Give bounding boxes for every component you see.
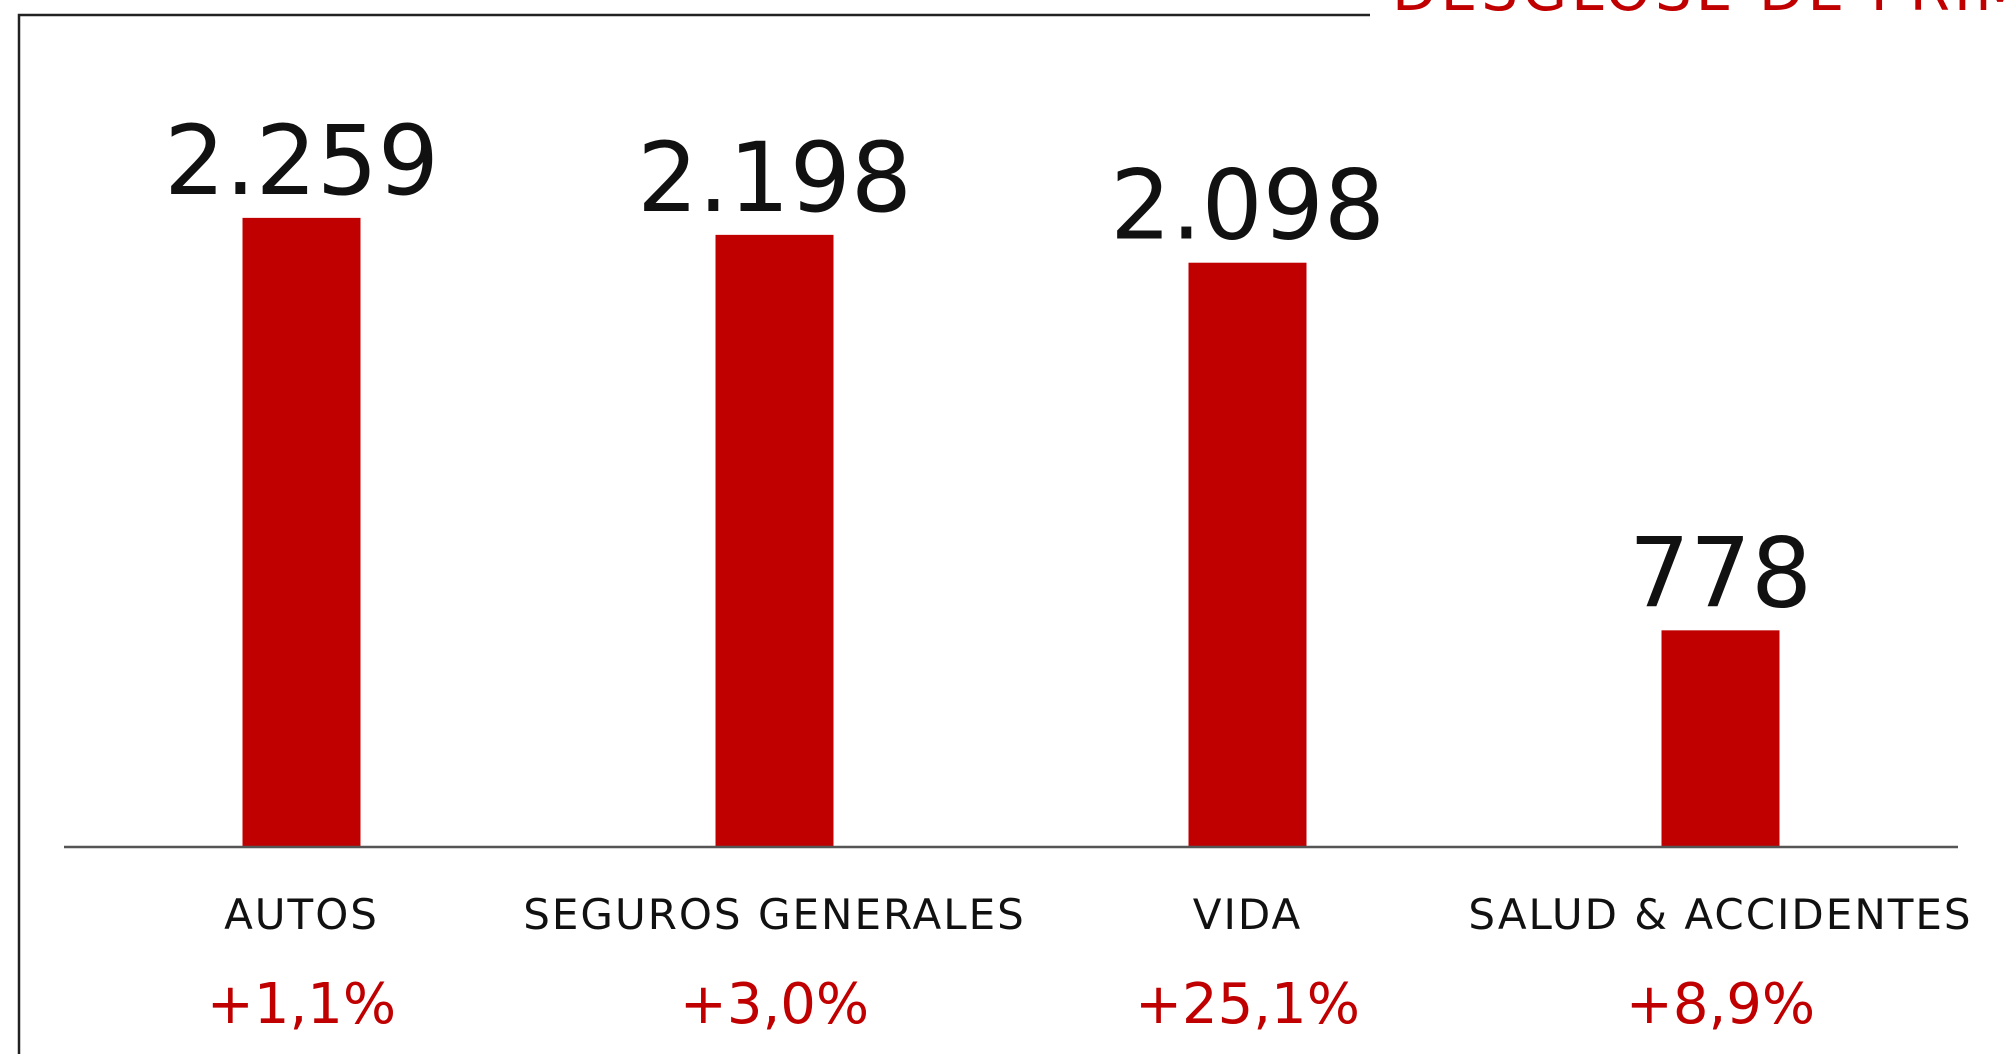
bar — [715, 234, 834, 847]
frame — [17, 13, 1370, 1054]
annotation: +25,1% — [1135, 972, 1360, 1037]
value-label: 2.259 — [164, 105, 439, 217]
value-label: 2.098 — [1110, 150, 1385, 262]
value-label: 2.198 — [637, 122, 912, 234]
x-tick-label: SALUD & ACCIDENTES — [1468, 890, 1972, 939]
annotation: +3,0% — [680, 972, 869, 1037]
x-tick-label: SEGUROS GENERALES — [523, 890, 1026, 939]
bar — [1661, 630, 1780, 847]
bar — [1188, 262, 1307, 847]
value-label: 778 — [1629, 517, 1812, 629]
x-tick-label: AUTOS — [224, 890, 379, 939]
bar — [242, 217, 361, 847]
chart-title: DESGLOSE DE PRIMA — [1392, 0, 2012, 24]
annotation: +1,1% — [207, 972, 396, 1037]
x-tick-label: VIDA — [1193, 890, 1302, 939]
annotation: +8,9% — [1626, 972, 1815, 1037]
